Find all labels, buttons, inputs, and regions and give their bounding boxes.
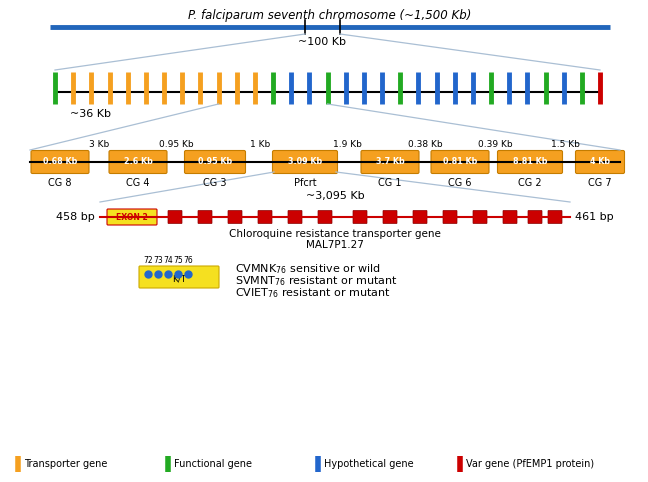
Text: Var gene (PfEMP1 protein): Var gene (PfEMP1 protein) (466, 459, 594, 469)
Text: MAL7P1.27: MAL7P1.27 (306, 240, 364, 250)
FancyBboxPatch shape (258, 211, 272, 224)
FancyBboxPatch shape (107, 209, 157, 225)
FancyBboxPatch shape (503, 211, 517, 224)
Text: 73: 73 (153, 256, 163, 265)
Text: 8.81 Kb: 8.81 Kb (513, 158, 548, 166)
FancyBboxPatch shape (288, 211, 302, 224)
FancyBboxPatch shape (413, 211, 427, 224)
Text: CG 7: CG 7 (588, 178, 612, 188)
Text: 0.95 Kb: 0.95 Kb (198, 158, 232, 166)
Text: 3.7 Kb: 3.7 Kb (376, 158, 404, 166)
Text: 0.68 Kb: 0.68 Kb (43, 158, 77, 166)
Text: K/T: K/T (172, 275, 186, 283)
Text: 3.09 Kb: 3.09 Kb (288, 158, 322, 166)
Text: 74: 74 (163, 256, 173, 265)
FancyBboxPatch shape (318, 211, 332, 224)
Text: 3 Kb: 3 Kb (89, 140, 109, 149)
Text: 1.9 Kb: 1.9 Kb (333, 140, 362, 149)
FancyBboxPatch shape (109, 150, 167, 174)
Text: Hypothetical gene: Hypothetical gene (324, 459, 413, 469)
Text: Functional gene: Functional gene (174, 459, 252, 469)
FancyBboxPatch shape (431, 150, 489, 174)
Text: CVMNK$_{76}$ sensitive or wild: CVMNK$_{76}$ sensitive or wild (235, 262, 381, 276)
Text: 4 Kb: 4 Kb (590, 158, 610, 166)
Text: 461 bp: 461 bp (575, 212, 614, 222)
Text: 0.81 Kb: 0.81 Kb (443, 158, 477, 166)
FancyBboxPatch shape (383, 211, 397, 224)
Text: 2.6 Kb: 2.6 Kb (124, 158, 152, 166)
Text: ~3,095 Kb: ~3,095 Kb (306, 191, 364, 201)
FancyBboxPatch shape (139, 266, 219, 288)
FancyBboxPatch shape (498, 150, 562, 174)
FancyBboxPatch shape (361, 150, 419, 174)
FancyBboxPatch shape (548, 211, 562, 224)
FancyBboxPatch shape (273, 150, 338, 174)
FancyBboxPatch shape (168, 211, 182, 224)
Text: P. falciparum seventh chromosome (~1,500 Kb): P. falciparum seventh chromosome (~1,500… (189, 9, 472, 22)
FancyBboxPatch shape (198, 211, 212, 224)
FancyBboxPatch shape (473, 211, 487, 224)
Text: CG 1: CG 1 (378, 178, 402, 188)
Text: SVMNT$_{76}$ resistant or mutant: SVMNT$_{76}$ resistant or mutant (235, 274, 398, 288)
Text: ~36 Kb: ~36 Kb (70, 109, 111, 119)
Text: 72: 72 (143, 256, 153, 265)
Text: 1.5 Kb: 1.5 Kb (551, 140, 579, 149)
Text: CG 6: CG 6 (448, 178, 472, 188)
Text: CG 2: CG 2 (518, 178, 542, 188)
Text: CG 4: CG 4 (126, 178, 150, 188)
FancyBboxPatch shape (528, 211, 542, 224)
Text: 0.38 Kb: 0.38 Kb (408, 140, 443, 149)
Text: 0.39 Kb: 0.39 Kb (478, 140, 513, 149)
Text: Chloroquine resistance transporter gene: Chloroquine resistance transporter gene (229, 229, 441, 239)
Text: CG 3: CG 3 (203, 178, 227, 188)
FancyBboxPatch shape (353, 211, 367, 224)
Text: 0.95 Kb: 0.95 Kb (159, 140, 194, 149)
Text: CG 8: CG 8 (48, 178, 72, 188)
Text: 76: 76 (183, 256, 193, 265)
Text: Transporter gene: Transporter gene (24, 459, 108, 469)
Text: 1 Kb: 1 Kb (250, 140, 270, 149)
FancyBboxPatch shape (443, 211, 457, 224)
Text: CVIET$_{76}$ resistant or mutant: CVIET$_{76}$ resistant or mutant (235, 286, 391, 300)
Text: Pfcrt: Pfcrt (294, 178, 316, 188)
Text: EXON 2: EXON 2 (116, 213, 148, 222)
FancyBboxPatch shape (185, 150, 246, 174)
FancyBboxPatch shape (575, 150, 625, 174)
Text: 458 bp: 458 bp (56, 212, 95, 222)
FancyBboxPatch shape (228, 211, 242, 224)
Text: 75: 75 (173, 256, 183, 265)
Text: ~100 Kb: ~100 Kb (299, 37, 347, 47)
FancyBboxPatch shape (31, 150, 89, 174)
